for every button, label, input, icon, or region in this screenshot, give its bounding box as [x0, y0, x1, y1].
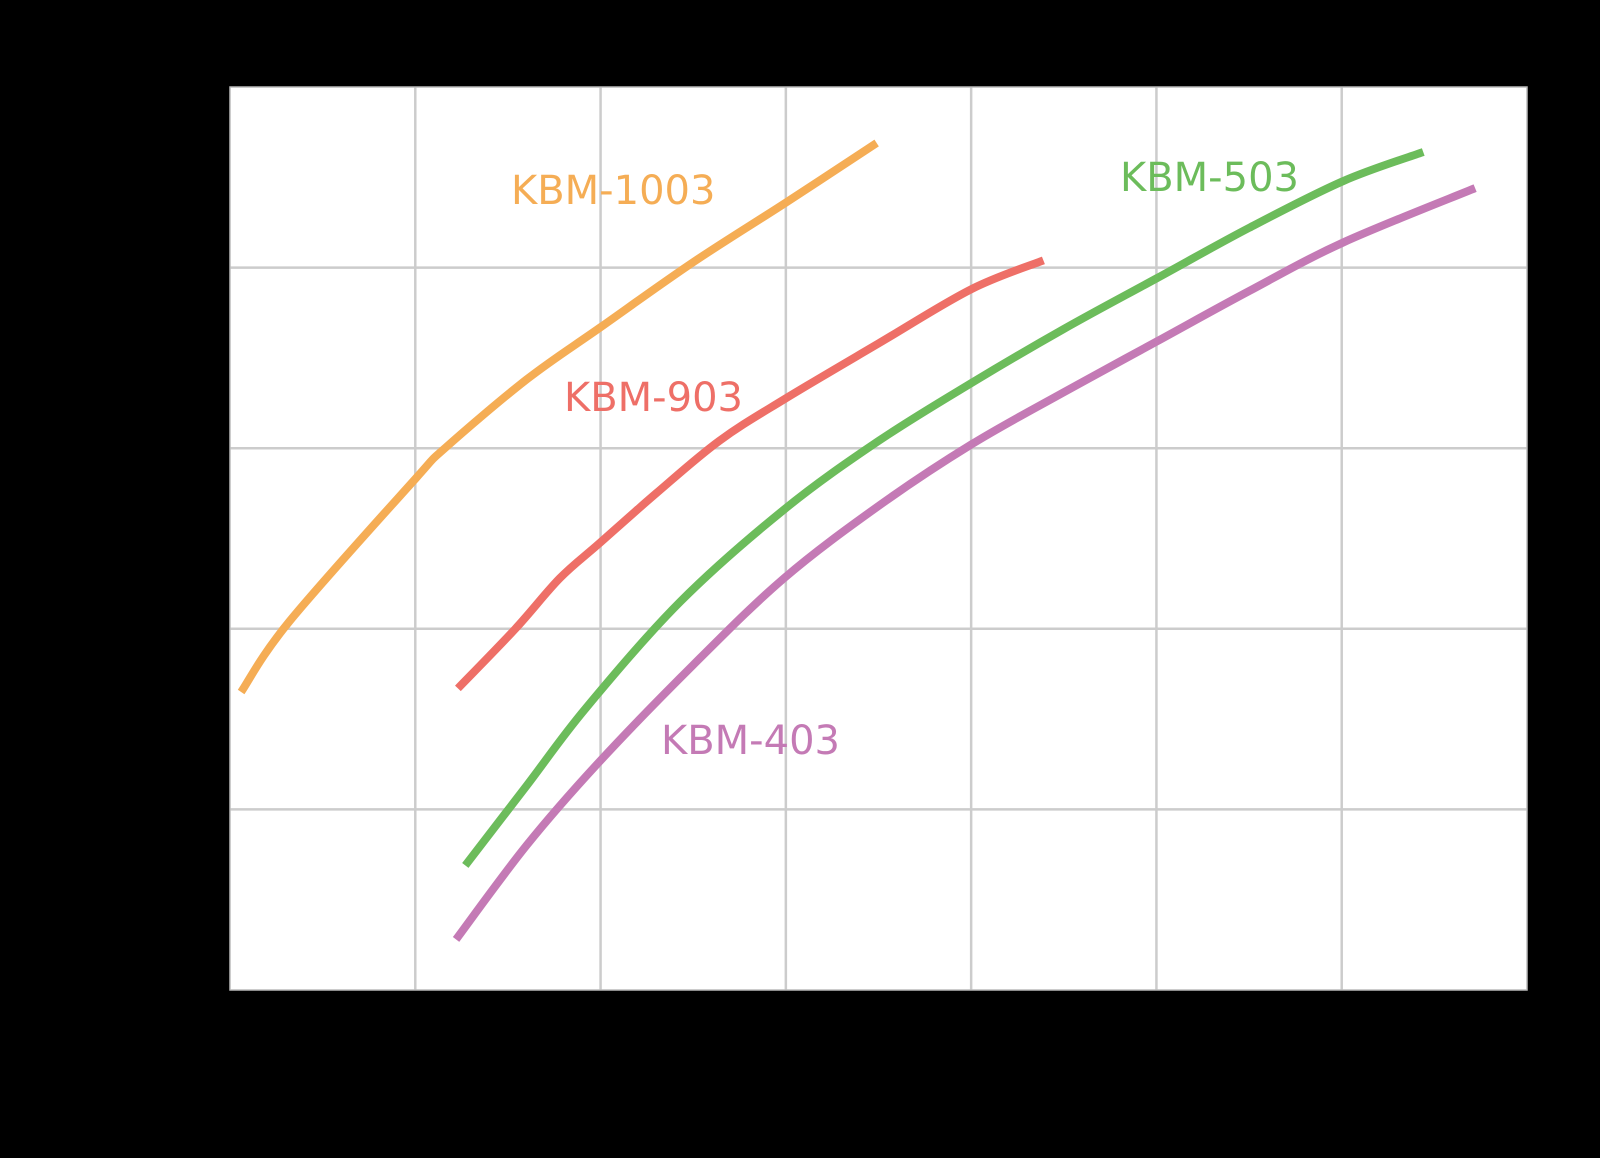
series-label-kbm-1003: KBM-1003	[511, 168, 715, 214]
plot-area	[230, 87, 1527, 990]
series-label-kbm-503: KBM-503	[1120, 155, 1299, 201]
plot-border	[229, 86, 1528, 991]
series-line-kbm-503	[462, 148, 1425, 868]
series-line-kbm-403	[452, 184, 1477, 942]
series-line-kbm-1003	[237, 139, 879, 695]
series-line-kbm-903	[455, 256, 1045, 692]
series-labels: KBM-1003 KBM-903 KBM-503 KBM-403	[511, 155, 1299, 764]
series-label-kbm-403: KBM-403	[661, 718, 840, 764]
series-label-kbm-903: KBM-903	[564, 375, 743, 421]
series-lines	[237, 139, 1477, 942]
